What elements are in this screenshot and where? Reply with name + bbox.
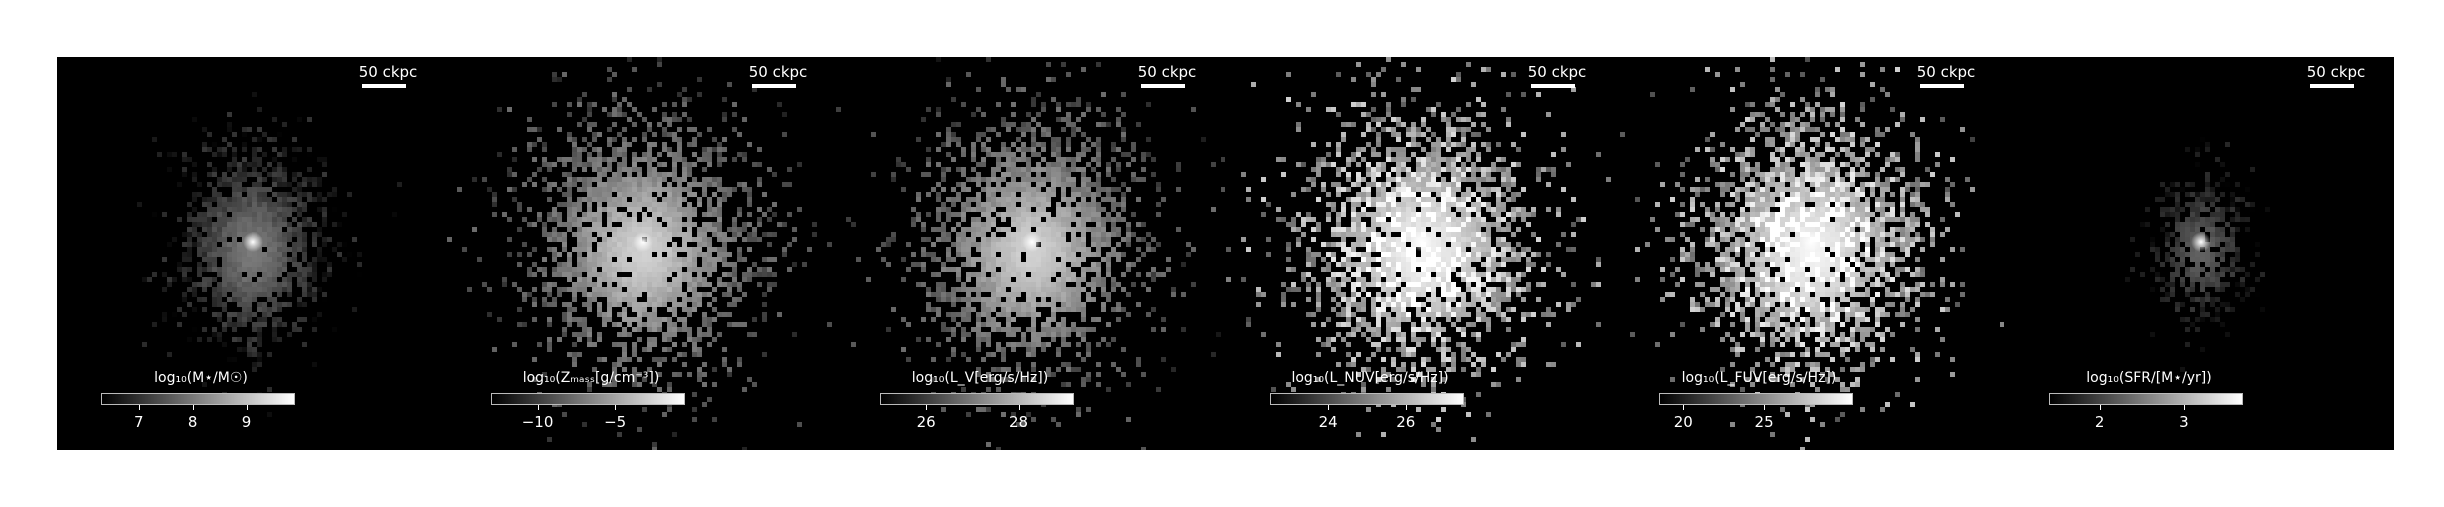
heatmap-image	[1615, 57, 2004, 450]
scalebar-label: 50 ckpc	[2306, 63, 2366, 81]
scalebar-line	[1531, 84, 1575, 88]
colorbar-ticks: 7 8 9	[101, 405, 295, 431]
colorbar-label: log₁₀(Zₘₐₛₛ[g/cm⁻³])	[522, 370, 660, 386]
colorbar-tick-label: 28	[1009, 413, 1029, 431]
colorbar-tick	[2099, 405, 2101, 410]
map-panel-5: 50 ckpc log₁₀(L_FUV[erg/s/Hz]) 20 25	[1615, 57, 2004, 450]
colorbar	[2049, 393, 2243, 405]
colorbar-tick-label: 25	[1754, 413, 1774, 431]
colorbar-tick	[1764, 405, 1766, 410]
colorbar-tick-label: 7	[133, 413, 144, 431]
colorbar-tick	[615, 405, 617, 410]
scalebar-line	[1141, 84, 1185, 88]
heatmap-image	[57, 57, 446, 450]
colorbar-ticks: 20 25	[1659, 405, 1853, 431]
heatmap-image	[836, 57, 1225, 450]
map-panel-4: 50 ckpc log₁₀(L_NUV[erg/s/Hz]) 24 26	[1226, 57, 1615, 450]
colorbar-tick	[1018, 405, 1020, 410]
colorbar-tick-label: 20	[1673, 413, 1693, 431]
colorbar	[101, 393, 295, 405]
scalebar-label: 50 ckpc	[1916, 63, 1976, 81]
heatmap-image	[447, 57, 836, 450]
colorbar-label: log₁₀(L_V[erg/s/Hz])	[911, 370, 1049, 386]
colorbar-tick-label: 26	[916, 413, 936, 431]
colorbar-tick-label: −5	[604, 413, 627, 431]
scalebar-line	[2310, 84, 2354, 88]
scalebar-label: 50 ckpc	[358, 63, 418, 81]
scalebar-label: 50 ckpc	[748, 63, 808, 81]
colorbar	[880, 393, 1074, 405]
colorbar-ticks: −10 −5	[491, 405, 685, 431]
colorbar	[1270, 393, 1464, 405]
map-panel-2: 50 ckpc log₁₀(Zₘₐₛₛ[g/cm⁻³]) −10 −5	[447, 57, 836, 450]
colorbar-label: log₁₀(L_FUV[erg/s/Hz])	[1681, 370, 1837, 386]
colorbar-label: log₁₀(SFR/[M⋆/yr])	[2086, 370, 2212, 386]
map-panel-6: 50 ckpc log₁₀(SFR/[M⋆/yr]) 2 3	[2005, 57, 2394, 450]
colorbar-tick	[192, 405, 194, 410]
colorbar-tick-label: −10	[521, 413, 554, 431]
colorbar-tick-label: 9	[241, 413, 252, 431]
colorbar-tick-label: 3	[2179, 413, 2189, 431]
colorbar-tick	[1405, 405, 1407, 410]
colorbar-label: log₁₀(L_NUV[erg/s/Hz])	[1291, 370, 1449, 386]
scalebar-label: 50 ckpc	[1527, 63, 1587, 81]
scalebar-line	[752, 84, 796, 88]
colorbar-ticks: 24 26	[1270, 405, 1464, 431]
colorbar-tick	[1328, 405, 1330, 410]
colorbar-tick	[1683, 405, 1685, 410]
colorbar-tick-label: 26	[1396, 413, 1416, 431]
colorbar-ticks: 26 28	[880, 405, 1074, 431]
map-panel-1: 50 ckpc log₁₀(M⋆/M☉) 7 8 9	[57, 57, 446, 450]
heatmap-image	[1226, 57, 1615, 450]
scalebar-line	[362, 84, 406, 88]
colorbar-tick-label: 24	[1318, 413, 1338, 431]
colorbar-label: log₁₀(M⋆/M☉)	[154, 370, 248, 386]
scalebar-line	[1920, 84, 1964, 88]
colorbar-tick	[2183, 405, 2185, 410]
colorbar-tick	[926, 405, 928, 410]
colorbar-tick	[138, 405, 140, 410]
image-strip: 50 ckpc log₁₀(M⋆/M☉) 7 8 9 50 ckpc log₁₀(Zₘₐₛₛ…	[57, 57, 2394, 450]
colorbar-tick	[246, 405, 248, 410]
colorbar	[1659, 393, 1853, 405]
map-panel-3: 50 ckpc log₁₀(L_V[erg/s/Hz]) 26 28	[836, 57, 1225, 450]
heatmap-image	[2005, 57, 2394, 450]
colorbar	[491, 393, 685, 405]
colorbar-tick-label: 8	[187, 413, 198, 431]
colorbar-tick-label: 2	[2094, 413, 2105, 431]
colorbar-tick	[537, 405, 539, 410]
scalebar-label: 50 ckpc	[1137, 63, 1197, 81]
